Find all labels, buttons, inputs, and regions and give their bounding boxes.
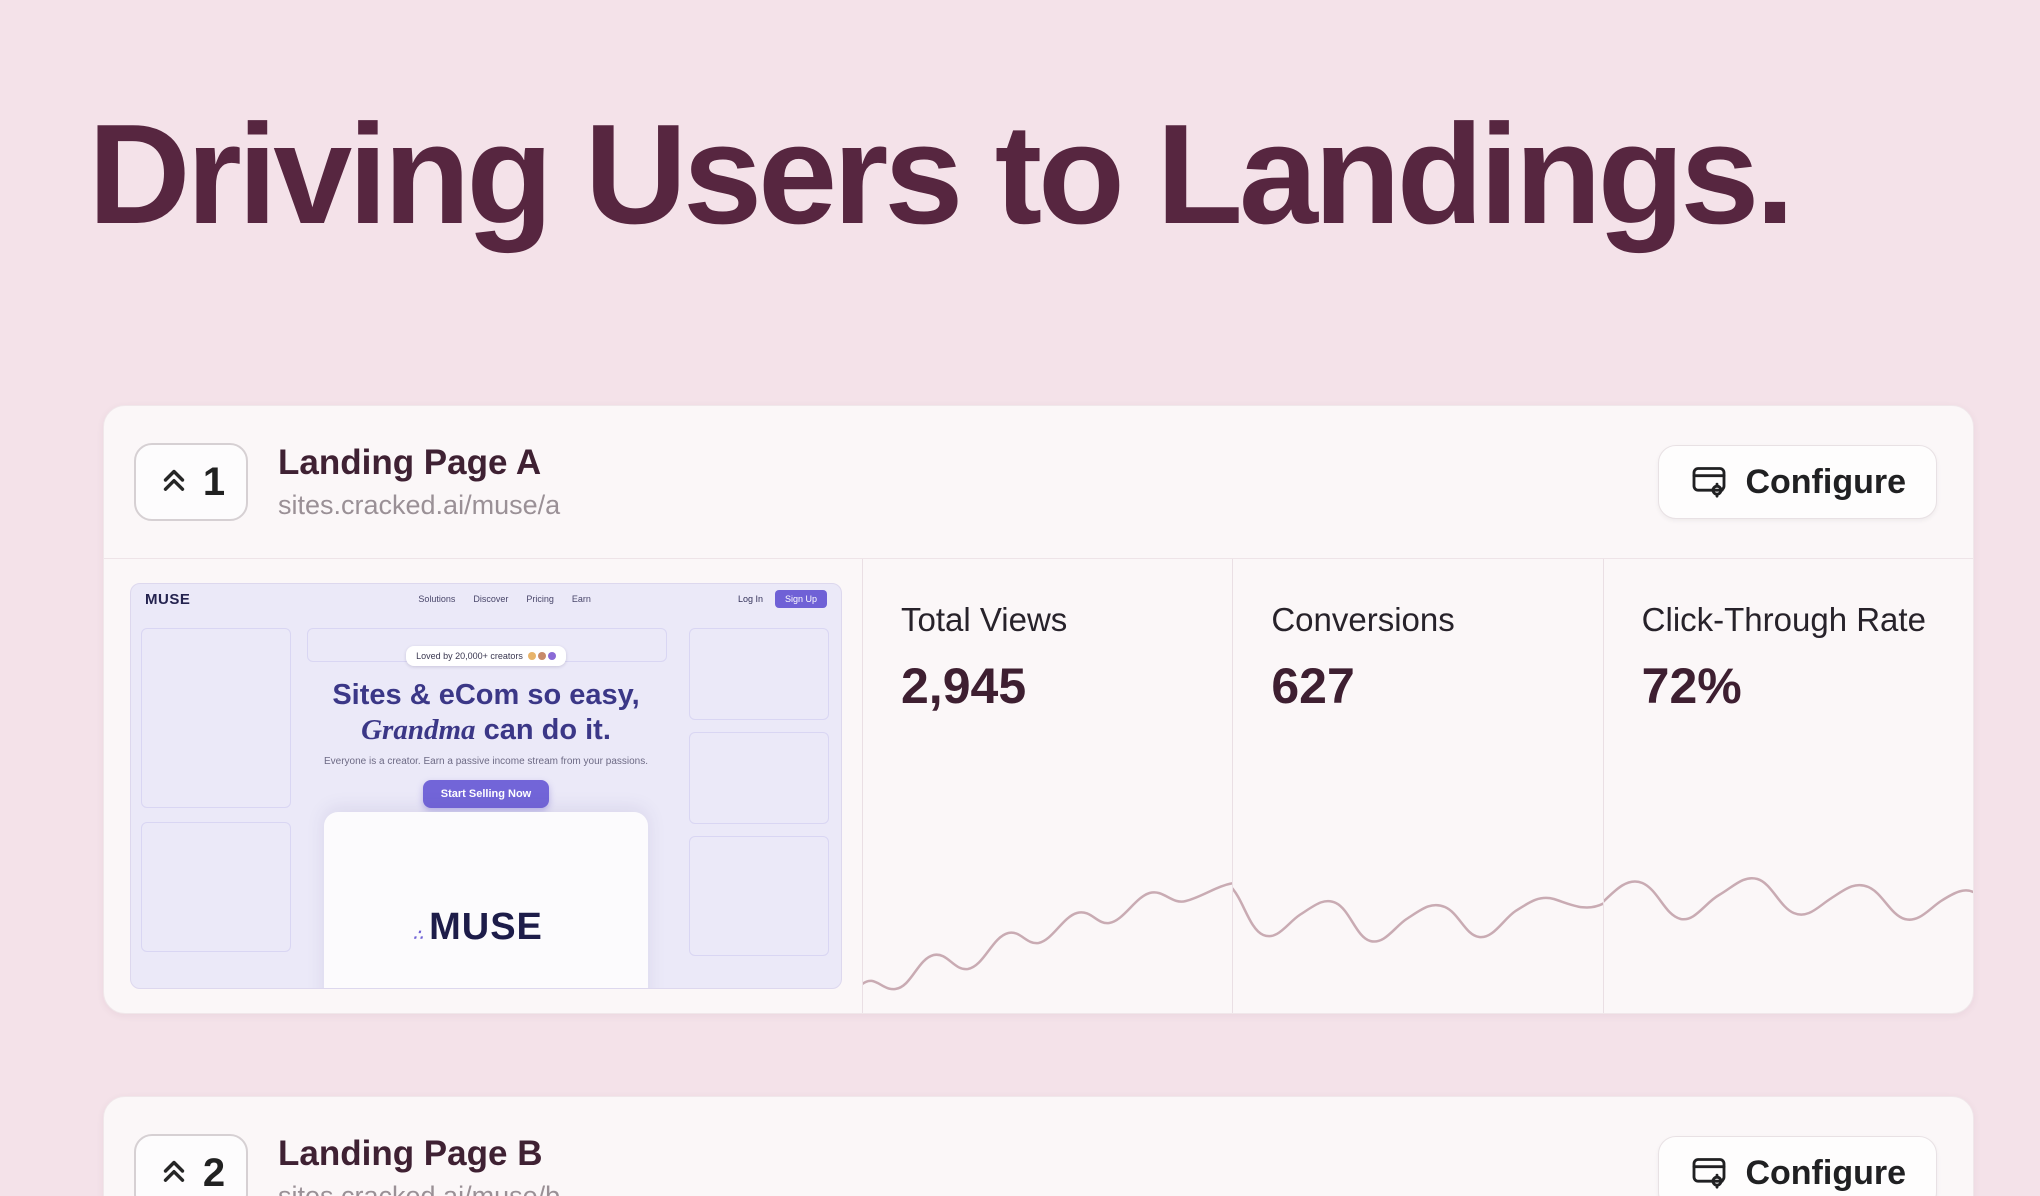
stat-value: 627 (1271, 658, 1355, 714)
landing-preview-wrap: MUSE Solutions Discover Pricing Earn Log… (104, 559, 862, 1013)
logo-pixels-icon: ∴ (413, 926, 424, 944)
card-title-group: Landing Page A sites.cracked.ai/muse/a (278, 443, 560, 521)
preview-logo-card: MUSE ∴ (324, 812, 648, 988)
nav-link-pricing[interactable]: Pricing (526, 594, 554, 604)
start-selling-button[interactable]: Start Selling Now (422, 779, 550, 808)
rank-badge: 1 (134, 443, 248, 521)
card-url[interactable]: sites.cracked.ai/muse/b (278, 1181, 561, 1196)
signup-button[interactable]: Sign Up (774, 590, 827, 608)
rank-number: 2 (202, 1150, 226, 1195)
stat-total-views: Total Views 2,945 (862, 559, 1233, 1013)
chevrons-up-icon (157, 1154, 191, 1193)
sparkline-chart (863, 853, 1233, 1013)
configure-button[interactable]: Configure (1658, 1136, 1937, 1196)
wireframe-shape (689, 836, 829, 956)
preview-navbar: MUSE Solutions Discover Pricing Earn Log… (131, 584, 841, 614)
stat-value: 2,945 (901, 658, 1027, 714)
wireframe-shape (141, 822, 291, 952)
muse-logo: MUSE ∴ (413, 905, 543, 948)
headline-rest: can do it. (475, 713, 611, 746)
stat-conversions: Conversions 627 (1232, 559, 1603, 1013)
landing-page-card-a: 1 Landing Page A sites.cracked.ai/muse/a… (103, 405, 1974, 1014)
preview-subtext: Everyone is a creator. Earn a passive in… (323, 755, 649, 767)
wireframe-shape (689, 732, 829, 824)
preview-headline: Sites & eCom so easy, Grandma can do it. (131, 678, 841, 748)
social-proof-pill: Loved by 20,000+ creators (406, 646, 566, 666)
card-url[interactable]: sites.cracked.ai/muse/a (278, 490, 561, 520)
stat-click-through-rate: Click-Through Rate 72% (1602, 559, 1973, 1013)
preview-hero: Loved by 20,000+ creators Sites & eCom s… (131, 646, 841, 826)
card-b-header: 2 Landing Page B sites.cracked.ai/muse/b… (104, 1097, 1973, 1196)
configure-button[interactable]: Configure (1658, 445, 1937, 519)
chevrons-up-icon (157, 463, 191, 502)
stat-label: Total Views (901, 601, 1068, 638)
creator-avatars-icon (527, 652, 556, 660)
stat-label: Conversions (1271, 601, 1455, 638)
nav-link-discover[interactable]: Discover (473, 594, 509, 604)
headline-grandma: Grandma (361, 713, 476, 746)
landing-preview-thumbnail[interactable]: MUSE Solutions Discover Pricing Earn Log… (130, 583, 842, 989)
headline-line1: Sites & eCom so easy, (332, 679, 640, 711)
window-gear-icon (1689, 1152, 1729, 1195)
wireframe-shape (141, 628, 291, 808)
social-proof-label: Loved by 20,000+ creators (416, 651, 523, 661)
stat-label: Click-Through Rate (1641, 601, 1926, 638)
sparkline-chart (1233, 853, 1603, 1013)
preview-nav-links: Solutions Discover Pricing Earn (418, 594, 591, 604)
card-a-header: 1 Landing Page A sites.cracked.ai/muse/a… (104, 406, 1973, 558)
login-link[interactable]: Log In (737, 594, 763, 604)
sparkline-chart (1603, 853, 1973, 1013)
wireframe-shape (689, 628, 829, 720)
card-title: Landing Page A (278, 443, 542, 482)
card-title-group: Landing Page B sites.cracked.ai/muse/b (278, 1134, 560, 1196)
configure-label: Configure (1745, 462, 1906, 501)
page-title: Driving Users to Landings. (88, 95, 1795, 254)
rank-badge: 2 (134, 1134, 248, 1196)
window-gear-icon (1689, 461, 1729, 504)
stat-value: 72% (1641, 658, 1742, 714)
card-title: Landing Page B (278, 1134, 543, 1173)
preview-auth-group: Log In Sign Up (738, 590, 827, 608)
rank-number: 1 (202, 459, 226, 504)
landing-page-card-b: 2 Landing Page B sites.cracked.ai/muse/b… (103, 1096, 1974, 1196)
nav-link-earn[interactable]: Earn (571, 594, 591, 604)
preview-brand-logo: MUSE (145, 590, 191, 608)
configure-label: Configure (1745, 1153, 1906, 1192)
card-a-body: MUSE Solutions Discover Pricing Earn Log… (104, 558, 1973, 1013)
nav-link-solutions[interactable]: Solutions (418, 594, 456, 604)
